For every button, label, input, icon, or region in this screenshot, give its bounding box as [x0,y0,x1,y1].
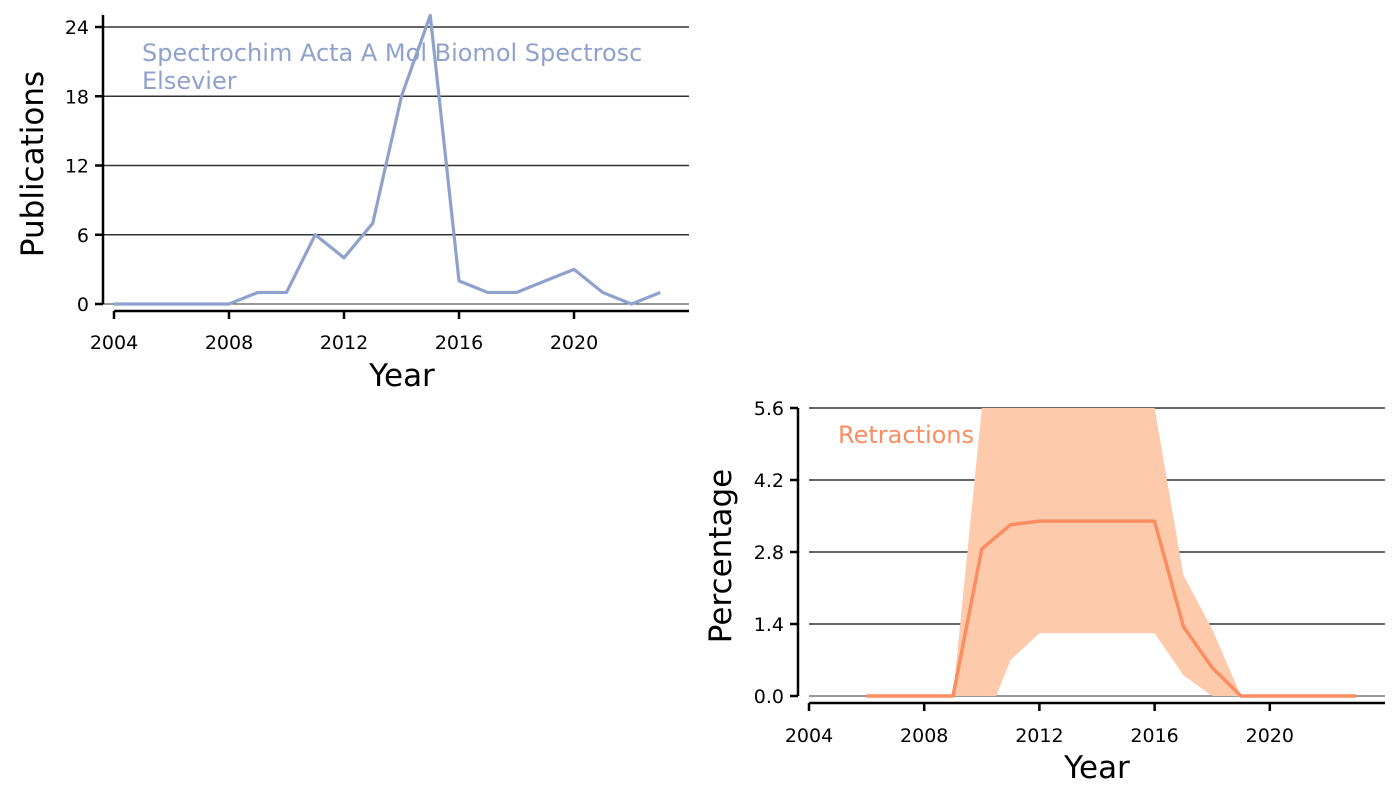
publications-y-ticks: 0 6 12 18 24 [65,17,103,316]
publications-y-tick-label: 12 [65,156,89,178]
publications-chart: 0 6 12 18 24 2004 2008 2012 2016 2020 Spectrochi… [15,13,689,394]
publications-x-tick-label: 2008 [205,332,253,354]
retractions-y-ticks: 0.0 1.4 2.8 4.2 5.6 [754,398,798,708]
retractions-chart: 0.0 1.4 2.8 4.2 5.6 2004 2008 2012 2016 2020 Ret… [703,398,1385,786]
retractions-x-tick-label: 2004 [785,725,833,747]
publications-y-axis-label: Publications [15,71,51,257]
publications-x-tick-label: 2004 [90,332,138,354]
publications-x-axis-label: Year [368,358,435,394]
publications-x-tick-label: 2016 [435,332,483,354]
publications-x-tick-label: 2020 [550,332,598,354]
retractions-y-tick-label: 0.0 [754,686,784,708]
journal-annotation: Spectrochim Acta A Mol Biomol Spectrosc [142,39,642,67]
retractions-y-tick-label: 1.4 [754,614,784,636]
retractions-x-tick-label: 2020 [1246,725,1294,747]
publications-y-tick-label: 6 [77,225,89,247]
retractions-y-tick-label: 2.8 [754,542,784,564]
retractions-y-tick-label: 4.2 [754,470,784,492]
publications-gridlines [103,26,689,305]
retractions-x-tick-label: 2012 [1015,725,1063,747]
publications-y-tick-label: 24 [65,17,89,39]
retractions-annotation: Retractions [838,421,974,449]
retractions-x-ticks: 2004 2008 2012 2016 2020 [785,703,1294,747]
retractions-x-tick-label: 2008 [900,725,948,747]
publications-y-tick-label: 18 [65,86,89,108]
retractions-y-tick-label: 5.6 [754,398,784,420]
retractions-x-tick-label: 2016 [1130,725,1178,747]
publications-series-line [114,13,661,306]
retractions-series-line [866,519,1357,698]
publications-y-tick-label: 0 [77,294,89,316]
retractions-confidence-band [866,408,1357,696]
publications-x-ticks: 2004 2008 2012 2016 2020 [90,311,598,354]
publications-x-tick-label: 2012 [320,332,368,354]
retractions-y-axis-label: Percentage [703,469,739,643]
publisher-annotation: Elsevier [142,67,237,95]
retractions-x-axis-label: Year [1063,750,1130,786]
